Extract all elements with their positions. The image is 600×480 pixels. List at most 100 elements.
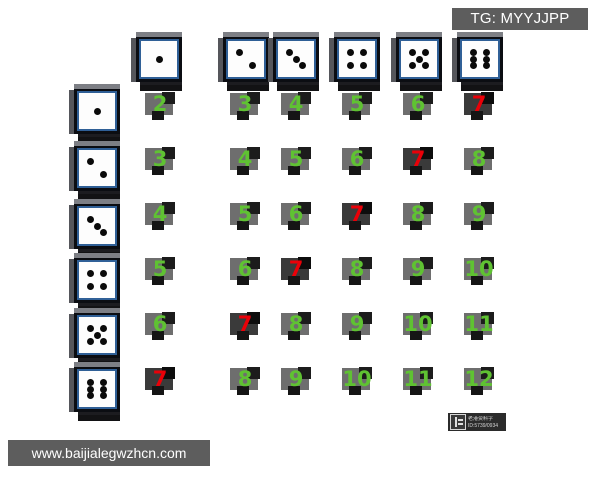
row-header-die-3 [69, 199, 120, 258]
die-pip [100, 325, 107, 332]
cell-artifact-block [288, 331, 300, 340]
cell-artifact-block [359, 147, 372, 159]
die-frame [74, 312, 120, 358]
sum-value: 4 [152, 202, 168, 226]
cell-artifact-block [349, 386, 361, 395]
die-side-bevel [131, 38, 137, 82]
cell-artifact-block [162, 202, 175, 214]
die-pip [422, 62, 429, 69]
sum-cell-r6-c6: 12 [457, 366, 501, 396]
sum-cell-r4-c1: 5 [138, 256, 182, 286]
sum-value: 8 [471, 147, 487, 171]
cell-artifact-block [481, 367, 494, 379]
sum-value: 6 [152, 312, 168, 336]
die-pip [422, 49, 429, 56]
sum-value: 9 [410, 257, 426, 281]
cell-artifact-block [152, 331, 164, 340]
row-header-die-1 [69, 84, 120, 143]
column-header-die-3 [268, 32, 319, 91]
die-pip [483, 62, 490, 69]
cell-artifact-block [471, 221, 483, 230]
die-pip [87, 325, 94, 332]
cell-artifact-block [288, 386, 300, 395]
die-frame [74, 145, 120, 191]
cell-artifact-block [481, 92, 494, 104]
die-face-4 [339, 41, 375, 77]
cell-artifact-block [162, 257, 175, 269]
cell-artifact-block [162, 147, 175, 159]
cell-artifact-block [162, 312, 175, 324]
sum-cell-r2-c4: 6 [335, 146, 379, 176]
row-header-die-2 [69, 141, 120, 200]
die-pip [360, 49, 367, 56]
cell-artifact-block [471, 166, 483, 175]
die-frame [396, 36, 442, 82]
cell-artifact-block [298, 367, 311, 379]
cell-artifact-block [420, 367, 433, 379]
cell-artifact-block [481, 312, 494, 324]
cell-artifact-block [162, 367, 175, 379]
die-top-bevel [74, 84, 120, 89]
sum-value: 7 [152, 367, 168, 391]
die-side-bevel [69, 314, 75, 358]
die-pip [100, 338, 107, 345]
sum-value: 7 [349, 202, 365, 226]
die-pip [93, 107, 101, 115]
sum-value: 5 [237, 202, 253, 226]
sum-value: 11 [464, 312, 494, 336]
die-side-bevel [329, 38, 335, 82]
die-top-bevel [334, 32, 380, 37]
die-pip [87, 392, 94, 399]
die-pip [93, 222, 101, 230]
cell-artifact-block [247, 202, 260, 214]
die-frame [136, 36, 182, 82]
stamp-text: 老港资料字 ID:5739/0934 [468, 416, 506, 429]
stamp-line-2: ID:5739/0934 [468, 422, 499, 429]
die-side-bevel [391, 38, 397, 82]
cell-artifact-block [420, 312, 433, 324]
die-pip [347, 49, 354, 56]
cell-artifact-block [237, 221, 249, 230]
cell-artifact-block [288, 221, 300, 230]
die-pip [470, 62, 477, 69]
die-pip [292, 55, 300, 63]
die-top-bevel [74, 199, 120, 204]
die-pip [155, 55, 163, 63]
die-frame [457, 36, 503, 82]
die-pip [87, 270, 94, 277]
row-header-die-4 [69, 253, 120, 312]
die-frame [74, 257, 120, 303]
cell-artifact-block [288, 166, 300, 175]
cell-artifact-block [237, 331, 249, 340]
sum-cell-r6-c3: 9 [274, 366, 318, 396]
cell-artifact-block [288, 276, 300, 285]
cell-artifact-block [247, 92, 260, 104]
die-top-bevel [74, 308, 120, 313]
die-pip [249, 62, 256, 69]
sum-value: 3 [152, 147, 168, 171]
cell-artifact-block [247, 147, 260, 159]
sum-value: 10 [403, 312, 433, 336]
sum-value: 8 [410, 202, 426, 226]
die-pip [100, 392, 107, 399]
die-pip [470, 55, 477, 63]
sum-cell-r4-c3: 7 [274, 256, 318, 286]
die-pip [100, 270, 107, 277]
sum-cell-r3-c6: 9 [457, 201, 501, 231]
cell-artifact-block [349, 166, 361, 175]
cell-artifact-block [410, 386, 422, 395]
cell-artifact-block [298, 202, 311, 214]
sum-value: 4 [237, 147, 253, 171]
die-pip [236, 49, 243, 56]
cell-artifact-block [420, 202, 433, 214]
sum-cell-r6-c5: 11 [396, 366, 440, 396]
cell-artifact-block [298, 312, 311, 324]
die-top-bevel [136, 32, 182, 37]
die-side-bevel [69, 90, 75, 134]
die-face-4 [79, 262, 115, 298]
die-pip [483, 49, 490, 56]
sum-cell-r3-c4: 7 [335, 201, 379, 231]
die-face-2 [79, 150, 115, 186]
die-side-bevel [452, 38, 458, 82]
sum-value: 6 [288, 202, 304, 226]
